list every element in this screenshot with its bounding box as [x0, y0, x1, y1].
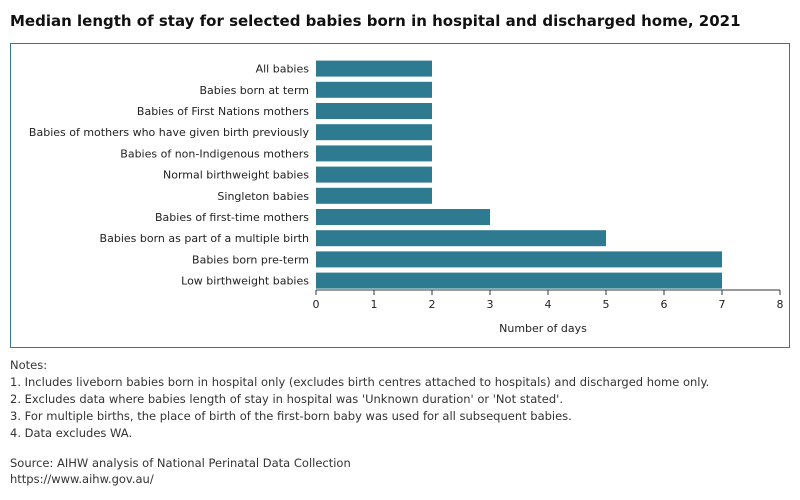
source-line: Source: AIHW analysis of National Perina…	[10, 456, 351, 470]
bar	[316, 187, 432, 204]
notes-block: Notes: 1. Includes liveborn babies born …	[10, 357, 709, 442]
category-label: Babies of non-Indigenous mothers	[120, 147, 309, 160]
chart-frame	[10, 43, 790, 348]
x-tick-label: 3	[487, 298, 494, 311]
bar	[316, 124, 432, 141]
category-label: Babies born as part of a multiple birth	[100, 232, 309, 245]
category-label: Babies of mothers who have given birth p…	[29, 126, 310, 139]
bar	[316, 230, 606, 247]
source-block: Source: AIHW analysis of National Perina…	[10, 455, 351, 487]
note-2: 2. Excludes data where babies length of …	[10, 392, 563, 406]
x-tick-label: 7	[719, 298, 726, 311]
bar-chart: All babies Babies born at term Babies of F…	[29, 60, 784, 335]
x-tick-label: 1	[371, 298, 378, 311]
category-label: Babies born at term	[199, 84, 309, 97]
x-tick-label: 4	[545, 298, 552, 311]
category-label: Babies born pre-term	[192, 253, 309, 266]
category-label: All babies	[256, 63, 310, 76]
note-4: 4. Data excludes WA.	[10, 426, 133, 440]
source-link[interactable]: https://www.aihw.gov.au/	[10, 472, 154, 486]
bar	[316, 103, 432, 119]
notes-heading: Notes:	[10, 358, 48, 372]
bar	[316, 166, 432, 183]
note-3: 3. For multiple births, the place of bir…	[10, 409, 572, 423]
category-label: Babies of First Nations mothers	[137, 105, 309, 118]
x-tick-label: 2	[429, 298, 436, 311]
category-label: Singleton babies	[217, 190, 309, 203]
bar	[316, 272, 722, 289]
category-label: Babies of first-time mothers	[155, 211, 309, 224]
x-tick-label: 6	[661, 298, 668, 311]
bar	[316, 209, 490, 225]
bar	[316, 145, 432, 162]
category-label: Normal birthweight babies	[163, 169, 309, 182]
chart-title: Median length of stay for selected babie…	[10, 12, 741, 30]
x-tick-label: 5	[603, 298, 610, 311]
bar	[316, 81, 432, 98]
x-axis-title: Number of days	[499, 322, 587, 335]
x-tick-label: 8	[777, 298, 784, 311]
x-tick-label: 0	[313, 298, 320, 311]
bar	[316, 251, 722, 268]
bar	[316, 60, 432, 77]
note-1: 1. Includes liveborn babies born in hosp…	[10, 375, 710, 389]
category-label: Low birthweight babies	[181, 275, 309, 288]
